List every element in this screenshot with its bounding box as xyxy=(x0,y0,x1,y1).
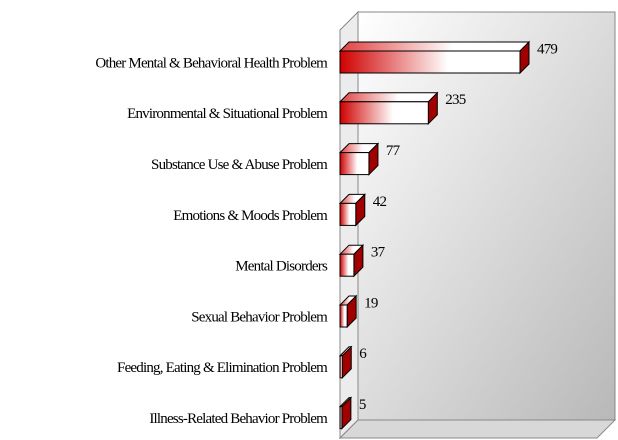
category-label: Mental Disorders xyxy=(235,259,328,275)
bar xyxy=(339,253,355,277)
value-label: 42 xyxy=(373,194,387,210)
value-label: 235 xyxy=(445,92,465,108)
bar-top xyxy=(338,92,439,103)
value-label: 6 xyxy=(359,346,367,362)
bar xyxy=(339,101,429,125)
category-label: Substance Use & Abuse Problem xyxy=(151,157,328,173)
category-label: Feeding, Eating & Elimination Problem xyxy=(117,360,328,376)
bar xyxy=(339,355,343,379)
category-label: Emotions & Moods Problem xyxy=(173,208,328,224)
floor xyxy=(338,419,617,439)
bar xyxy=(339,202,357,226)
value-label: 37 xyxy=(371,245,386,261)
value-label: 77 xyxy=(386,143,401,159)
value-label: 19 xyxy=(364,295,378,311)
value-label: 5 xyxy=(359,397,366,413)
bar xyxy=(339,304,348,328)
bar xyxy=(339,152,370,176)
value-label: 479 xyxy=(537,41,557,57)
category-label: Environmental & Situational Problem xyxy=(127,106,328,122)
category-label: Illness-Related Behavior Problem xyxy=(149,411,328,427)
category-label: Sexual Behavior Problem xyxy=(191,309,328,325)
category-label: Other Mental & Behavioral Health Problem xyxy=(95,55,328,71)
bar xyxy=(339,50,521,74)
bar xyxy=(339,406,343,430)
bar-top xyxy=(338,41,531,52)
